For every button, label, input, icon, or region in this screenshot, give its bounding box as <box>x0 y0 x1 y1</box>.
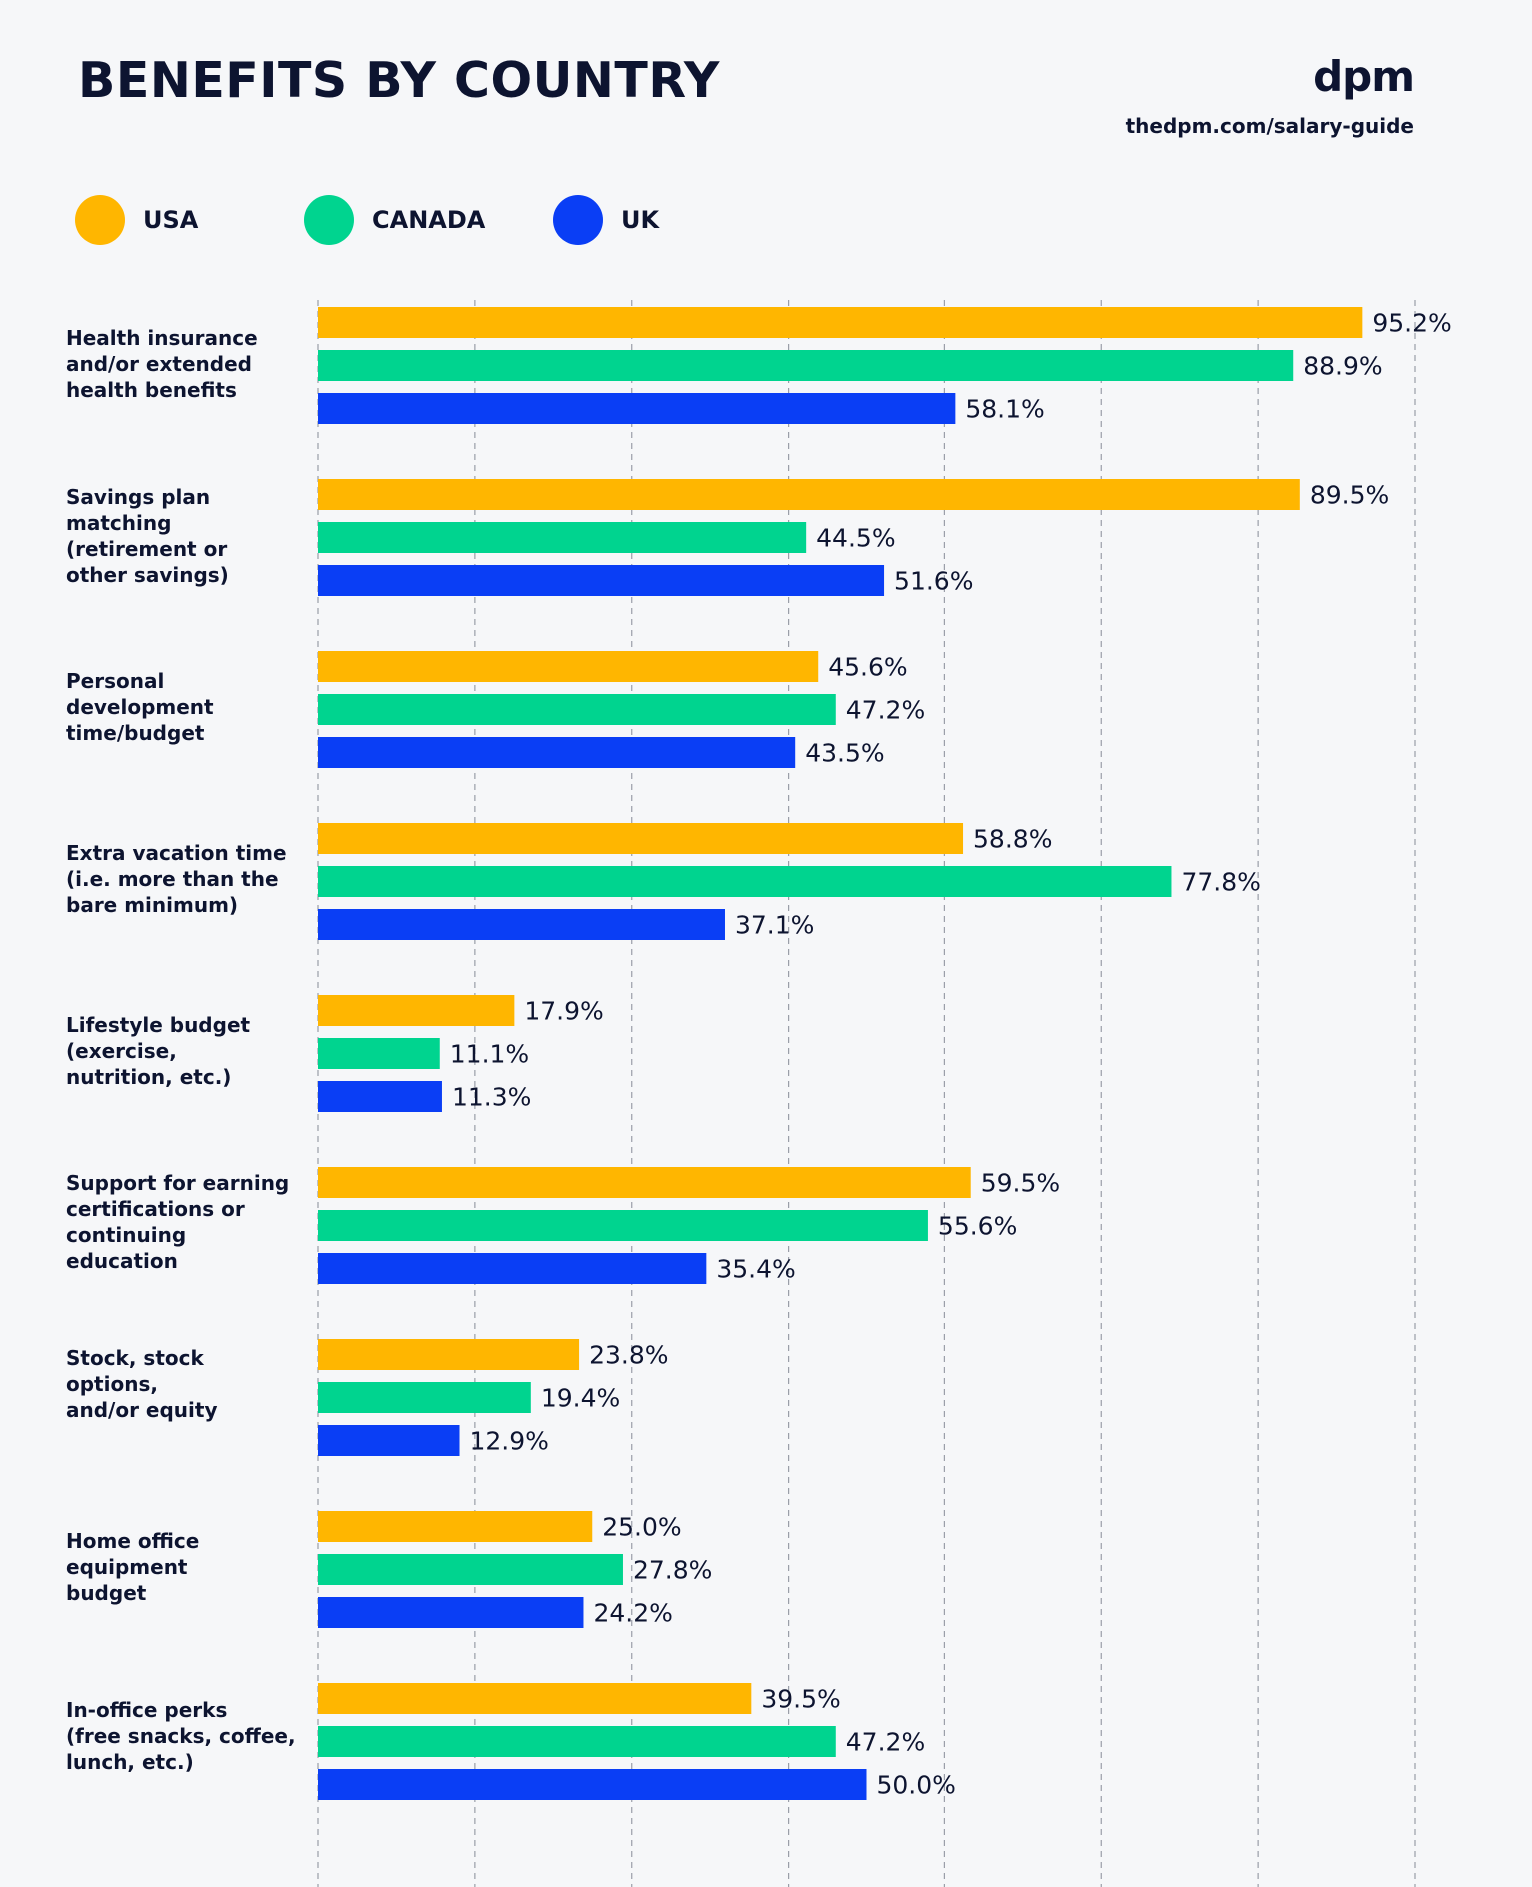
legend-label-canada: CANADA <box>372 206 486 234</box>
bar-usa <box>318 823 964 854</box>
value-label-uk: 12.9% <box>470 1427 549 1456</box>
bar-canada <box>318 1038 440 1069</box>
value-label-uk: 50.0% <box>877 1771 956 1800</box>
chart-title: BENEFITS BY COUNTRY <box>78 52 720 109</box>
bar-canada <box>318 866 1172 897</box>
bar-uk <box>318 1253 707 1284</box>
legend-item-uk: UK <box>553 195 659 245</box>
bar-uk <box>318 1597 584 1628</box>
value-label-usa: 58.8% <box>973 825 1052 854</box>
bar-uk <box>318 1081 442 1112</box>
value-label-uk: 58.1% <box>965 395 1044 424</box>
category-label: Stock, stock options, and/or equity <box>66 1346 218 1422</box>
value-label-canada: 47.2% <box>846 696 925 725</box>
bar-usa <box>318 479 1300 510</box>
bar-canada <box>318 694 836 725</box>
bar-usa <box>318 1167 971 1198</box>
value-label-uk: 35.4% <box>716 1255 795 1284</box>
bar-usa <box>318 1339 580 1370</box>
value-label-usa: 89.5% <box>1310 481 1389 510</box>
bar-uk <box>318 565 885 596</box>
legend-item-canada: CANADA <box>304 195 485 245</box>
category-label: Home office equipment budget <box>66 1529 200 1605</box>
category-label: Support for earning certifications or co… <box>66 1171 290 1273</box>
value-label-canada: 88.9% <box>1303 352 1382 381</box>
value-label-canada: 27.8% <box>633 1556 712 1585</box>
bar-uk <box>318 1425 460 1456</box>
brand-logo: dpm <box>1313 52 1415 101</box>
value-label-usa: 45.6% <box>828 653 907 682</box>
legend-swatch-uk <box>553 195 603 245</box>
value-label-canada: 11.1% <box>450 1040 529 1069</box>
bar-canada <box>318 1726 836 1757</box>
value-label-canada: 19.4% <box>541 1384 620 1413</box>
bar-canada <box>318 1382 531 1413</box>
value-label-uk: 51.6% <box>894 567 973 596</box>
bar-usa <box>318 1683 752 1714</box>
value-label-usa: 17.9% <box>524 997 603 1026</box>
value-label-canada: 47.2% <box>846 1728 925 1757</box>
legend-item-usa: USA <box>75 195 198 245</box>
value-label-uk: 24.2% <box>593 1599 672 1628</box>
value-label-usa: 23.8% <box>589 1341 668 1370</box>
legend-swatch-canada <box>304 195 354 245</box>
bar-uk <box>318 737 796 768</box>
value-label-uk: 43.5% <box>805 739 884 768</box>
bar-usa <box>318 651 819 682</box>
value-label-canada: 44.5% <box>816 524 895 553</box>
legend-label-usa: USA <box>143 206 199 234</box>
bar-usa <box>318 307 1363 338</box>
bar-canada <box>318 350 1294 381</box>
brand-url: thedpm.com/salary-guide <box>1125 114 1414 138</box>
value-label-usa: 95.2% <box>1372 309 1451 338</box>
value-label-canada: 55.6% <box>938 1212 1017 1241</box>
category-label: Extra vacation time (i.e. more than the … <box>66 841 287 917</box>
legend-swatch-usa <box>75 195 125 245</box>
bar-canada <box>318 522 807 553</box>
bar-usa <box>318 995 515 1026</box>
value-label-usa: 25.0% <box>602 1513 681 1542</box>
legend-label-uk: UK <box>621 206 660 234</box>
value-label-uk: 37.1% <box>735 911 814 940</box>
category-label: Lifestyle budget (exercise, nutrition, e… <box>66 1013 251 1089</box>
bar-uk <box>318 909 725 940</box>
category-label: Savings plan matching (retirement or oth… <box>66 485 229 587</box>
value-label-usa: 39.5% <box>761 1685 840 1714</box>
value-label-canada: 77.8% <box>1181 868 1260 897</box>
bar-canada <box>318 1210 928 1241</box>
category-label: In-office perks (free snacks, coffee, lu… <box>66 1698 296 1774</box>
bar-uk <box>318 393 956 424</box>
value-label-uk: 11.3% <box>452 1083 531 1112</box>
bar-uk <box>318 1769 867 1800</box>
bar-usa <box>318 1511 593 1542</box>
category-label: Health insurance and/or extended health … <box>66 326 258 402</box>
value-label-usa: 59.5% <box>981 1169 1060 1198</box>
bar-canada <box>318 1554 623 1585</box>
category-label: Personal development time/budget <box>66 669 214 745</box>
